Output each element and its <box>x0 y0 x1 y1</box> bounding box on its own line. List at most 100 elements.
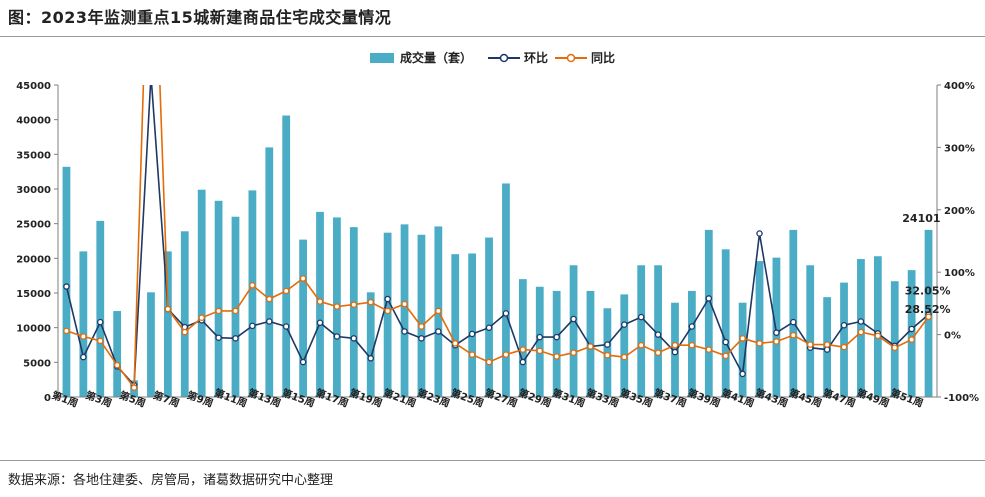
mom-point <box>418 335 425 342</box>
yoy-point <box>773 338 780 345</box>
legend-marker-mom <box>499 53 509 63</box>
volume-bar <box>535 286 544 397</box>
x-axis-tick-label: 第45周 <box>787 386 823 410</box>
yoy-point <box>790 331 797 339</box>
yoy-point <box>570 349 577 356</box>
left-axis-tick-label: 25000 <box>16 220 51 231</box>
x-axis-tick-label: 第37周 <box>652 386 688 410</box>
volume-bar <box>265 147 274 397</box>
yoy-point <box>401 300 408 308</box>
yoy-point <box>722 352 729 360</box>
x-axis-tick-label: 第15周 <box>280 386 316 410</box>
yoy-point <box>164 305 172 313</box>
mom-line <box>65 85 930 388</box>
mom-point <box>485 324 493 331</box>
legend-label-volume: 成交量（套） <box>400 50 472 65</box>
volume-bar <box>163 251 172 397</box>
mom-point <box>232 335 239 342</box>
yoy-point <box>333 303 341 310</box>
yoy-point <box>925 313 932 321</box>
yoy-point <box>63 327 70 335</box>
mom-point <box>840 321 848 329</box>
yoy-point <box>451 340 459 347</box>
volume-bar <box>417 234 426 397</box>
yoy-point <box>739 335 746 342</box>
volume-bar <box>248 190 257 397</box>
volume-bar <box>451 254 460 397</box>
yoy-point <box>198 314 205 322</box>
mom-point <box>316 319 324 326</box>
mom-point <box>756 230 763 237</box>
mom-point <box>215 334 222 341</box>
yoy-point <box>282 287 290 295</box>
mom-point <box>671 348 679 356</box>
volume-bar <box>755 261 764 397</box>
yoy-point <box>113 361 121 369</box>
yoy-point <box>519 346 527 353</box>
yoy-point <box>553 353 560 360</box>
x-axis-tick-label: 第31周 <box>551 386 587 410</box>
yoy-point <box>604 351 611 359</box>
page-title: 图：2023年监测重点15城新建商品住宅成交量情况 <box>8 8 392 27</box>
right-axis-tick-label: 100% <box>944 268 975 279</box>
left-axis-tick-label: 10000 <box>16 324 51 335</box>
left-axis-tick-label: 20000 <box>16 254 51 265</box>
mom-point <box>908 325 915 333</box>
bottom-divider <box>0 460 985 461</box>
volume-bar <box>96 220 105 397</box>
volume-bar <box>704 229 713 397</box>
yoy-point <box>536 347 544 355</box>
yoy-point <box>806 341 814 348</box>
volume-bar <box>569 265 578 397</box>
yoy-line <box>66 85 930 390</box>
right-axis-tick-label: -100% <box>944 393 979 404</box>
yoy-point <box>756 340 763 347</box>
volume-bar <box>738 302 747 397</box>
mom-point <box>722 338 729 346</box>
yoy-point <box>181 328 189 336</box>
mom-point <box>266 318 273 325</box>
volume-bar <box>231 216 240 397</box>
yoy-point <box>97 337 104 345</box>
mom-point <box>401 328 408 335</box>
yoy-point <box>266 295 273 303</box>
x-axis-tick-label: 第47周 <box>821 386 857 410</box>
x-axis-tick-label: 第49周 <box>855 386 891 410</box>
last-volume-label: 24101 <box>902 212 940 225</box>
volume-bar <box>79 251 88 397</box>
yoy-point <box>671 341 679 349</box>
volume-bar <box>721 249 730 397</box>
mom-point <box>384 295 391 303</box>
left-axis-tick-label: 15000 <box>16 289 51 300</box>
last-mom-label: 32.05% <box>905 285 951 298</box>
yoy-point <box>840 343 848 351</box>
mom-point <box>536 333 544 341</box>
right-axis-tick-label: 0% <box>944 331 961 342</box>
volume-bar <box>620 294 629 397</box>
legend-label-mom: 环比 <box>524 50 548 65</box>
mom-point <box>773 329 780 336</box>
yoy-point <box>485 358 493 366</box>
x-axis-tick-label: 第23周 <box>415 386 451 410</box>
yoy-point <box>130 384 138 391</box>
mom-point <box>654 331 662 338</box>
yoy-point <box>435 307 442 315</box>
yoy-point <box>418 323 425 330</box>
volume-bar <box>299 239 307 397</box>
chart: 成交量（套） 环比 同比 0 5000 10000 15000 20000 25000 30… <box>16 50 979 410</box>
volume-bar <box>840 282 848 397</box>
yoy-point <box>891 344 898 351</box>
mom-point <box>790 318 797 326</box>
volume-bar <box>502 183 510 397</box>
yoy-point <box>908 336 915 343</box>
x-axis-tick-label: 第19周 <box>348 386 384 410</box>
yoy-point <box>874 332 882 340</box>
x-axis-tick-label: 第41周 <box>720 386 756 410</box>
volume-bar <box>214 200 223 397</box>
yoy-point <box>384 307 391 315</box>
mom-point <box>80 353 87 361</box>
left-axis-tick-label: 35000 <box>16 150 51 161</box>
mom-point <box>435 328 442 335</box>
yoy-point <box>621 353 628 361</box>
yoy-point <box>688 341 696 349</box>
